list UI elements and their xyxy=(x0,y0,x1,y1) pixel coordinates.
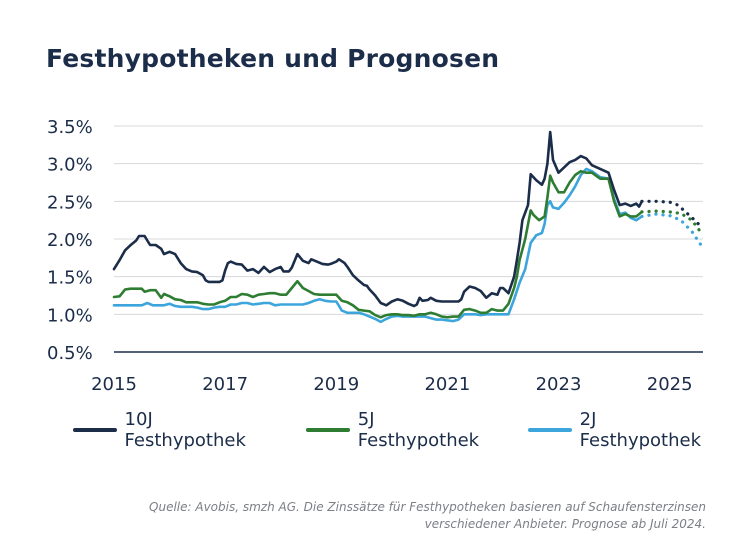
grid-layer xyxy=(114,125,703,315)
y-axis-ticks: 0.5% 1.0% 1.5% 2.0% 2.5% 3.0% 3.5% xyxy=(47,117,93,364)
source-line-2: verschiedener Anbieter. Prognose ab Juli… xyxy=(424,517,706,531)
x-tick-label: 2025 xyxy=(647,374,693,395)
y-tick-label: 3.5% xyxy=(47,117,93,138)
source-line-1: Quelle: Avobis, smzh AG. Die Zinssätze f… xyxy=(149,500,706,514)
legend-swatch xyxy=(306,428,350,432)
legend-item: 5J Festhypothek xyxy=(306,409,500,451)
series-line-2j xyxy=(112,167,644,324)
legend-label: 2J Festhypothek xyxy=(579,409,701,451)
legend-label: 5J Festhypothek xyxy=(357,409,480,451)
page-title: Festhypotheken und Prognosen xyxy=(46,44,500,73)
x-tick-label: 2021 xyxy=(424,374,470,395)
y-tick-label: 1.5% xyxy=(47,268,93,289)
legend-swatch xyxy=(73,428,117,432)
chart-legend: 10J Festhypothek 5J Festhypothek 2J Festhy… xyxy=(73,409,750,451)
series-line-5j xyxy=(112,169,644,319)
legend-label: 10J Festhypothek xyxy=(124,409,246,451)
series-layer xyxy=(112,130,705,324)
source-note: Quelle: Avobis, smzh AG. Die Zinssätze f… xyxy=(86,499,706,533)
y-tick-label: 0.5% xyxy=(47,343,93,364)
x-axis-ticks: 2015 2017 2019 2021 2023 2025 xyxy=(91,374,692,395)
x-tick-label: 2017 xyxy=(202,374,248,395)
y-tick-label: 3.0% xyxy=(47,155,93,176)
legend-swatch xyxy=(528,428,572,432)
forecast-line-10j xyxy=(640,199,705,231)
forecast-line-2j xyxy=(640,212,705,250)
legend-item: 2J Festhypothek xyxy=(528,409,722,451)
legend-item: 10J Festhypothek xyxy=(73,409,278,451)
series-line-10j xyxy=(112,130,644,308)
y-tick-label: 2.0% xyxy=(47,230,93,251)
x-tick-label: 2015 xyxy=(91,374,137,395)
y-tick-label: 2.5% xyxy=(47,192,93,213)
x-tick-label: 2019 xyxy=(313,374,359,395)
y-tick-label: 1.0% xyxy=(47,305,93,326)
x-tick-label: 2023 xyxy=(536,374,582,395)
